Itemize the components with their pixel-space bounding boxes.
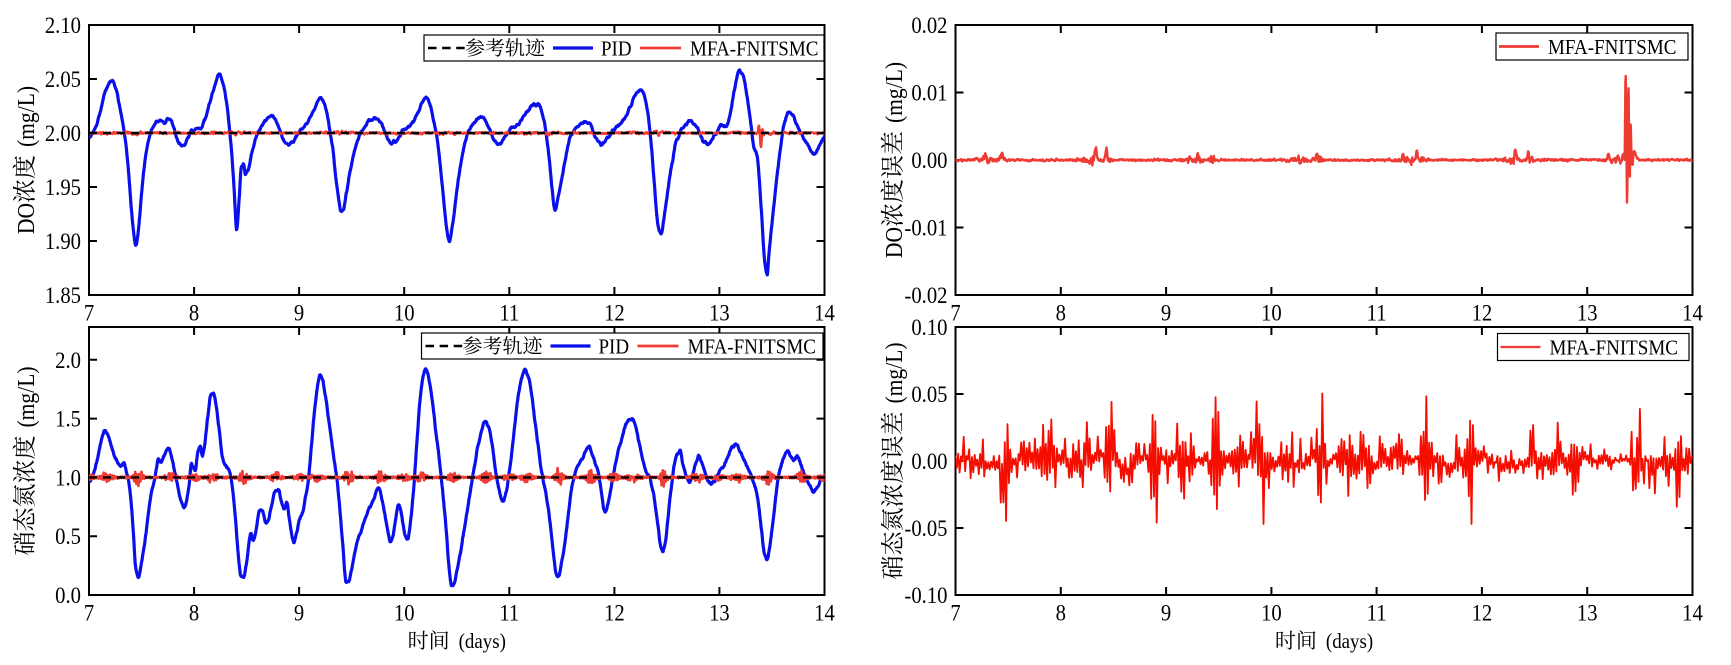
svg-text:7: 7 [84, 599, 94, 626]
svg-text:13: 13 [709, 299, 730, 326]
svg-text:11: 11 [1367, 599, 1387, 626]
svg-text:(mg/L): (mg/L) [12, 366, 40, 427]
svg-text:14: 14 [1682, 599, 1703, 626]
svg-text:-0.02: -0.02 [904, 282, 947, 309]
svg-text:12: 12 [1472, 599, 1493, 626]
svg-text:1.90: 1.90 [45, 228, 81, 255]
svg-text:2.00: 2.00 [45, 120, 81, 147]
svg-text:11: 11 [499, 599, 519, 626]
svg-text:1.85: 1.85 [45, 282, 81, 309]
svg-text:(mg/L): (mg/L) [880, 342, 908, 403]
svg-text:0.0: 0.0 [55, 582, 81, 609]
svg-text:1.5: 1.5 [55, 405, 81, 432]
svg-text:10: 10 [1261, 599, 1282, 626]
svg-text:2.05: 2.05 [45, 66, 81, 93]
svg-text:11: 11 [499, 299, 519, 326]
svg-text:1.95: 1.95 [45, 174, 81, 201]
svg-text:(mg/L): (mg/L) [12, 86, 40, 147]
svg-text:0.02: 0.02 [911, 12, 947, 39]
svg-text:9: 9 [294, 599, 304, 626]
svg-text:8: 8 [189, 299, 199, 326]
svg-text:PID: PID [601, 37, 632, 60]
svg-text:(mg/L): (mg/L) [880, 62, 908, 123]
svg-text:8: 8 [1056, 599, 1066, 626]
svg-text:(days): (days) [459, 630, 506, 653]
svg-text:8: 8 [189, 599, 199, 626]
svg-text:13: 13 [1577, 599, 1598, 626]
svg-text:14: 14 [814, 599, 835, 626]
svg-text:PID: PID [599, 335, 630, 358]
svg-text:-0.05: -0.05 [904, 515, 947, 542]
svg-text:12: 12 [604, 299, 625, 326]
svg-text:9: 9 [1161, 299, 1171, 326]
svg-text:0.5: 0.5 [55, 523, 81, 550]
svg-text:12: 12 [1472, 299, 1493, 326]
svg-text:MFA-FNITSMC: MFA-FNITSMC [690, 37, 818, 60]
svg-text:14: 14 [814, 299, 835, 326]
svg-text:13: 13 [709, 599, 730, 626]
svg-text:2.0: 2.0 [55, 347, 81, 374]
svg-text:10: 10 [394, 599, 415, 626]
svg-text:11: 11 [1367, 299, 1387, 326]
svg-text:0.00: 0.00 [911, 448, 947, 475]
svg-text:1.0: 1.0 [55, 464, 81, 491]
svg-text:2.10: 2.10 [45, 12, 81, 39]
svg-text:-0.01: -0.01 [904, 214, 947, 241]
svg-text:13: 13 [1577, 299, 1598, 326]
svg-text:7: 7 [84, 299, 94, 326]
svg-text:(days): (days) [1326, 630, 1373, 653]
svg-text:10: 10 [394, 299, 415, 326]
svg-text:MFA-FNITSMC: MFA-FNITSMC [1548, 36, 1676, 59]
svg-text:12: 12 [604, 599, 625, 626]
svg-text:DO: DO [12, 203, 40, 234]
svg-text:9: 9 [1161, 599, 1171, 626]
svg-text:9: 9 [294, 299, 304, 326]
svg-text:7: 7 [950, 299, 960, 326]
svg-text:MFA-FNITSMC: MFA-FNITSMC [1550, 336, 1678, 359]
svg-text:0.05: 0.05 [911, 381, 947, 408]
svg-text:DO: DO [880, 227, 908, 258]
svg-text:8: 8 [1056, 299, 1066, 326]
svg-text:MFA-FNITSMC: MFA-FNITSMC [688, 335, 816, 358]
svg-text:0.00: 0.00 [911, 147, 947, 174]
svg-text:0.01: 0.01 [911, 79, 947, 106]
svg-text:14: 14 [1682, 299, 1703, 326]
svg-text:10: 10 [1261, 299, 1282, 326]
svg-text:-0.10: -0.10 [904, 582, 947, 609]
svg-text:0.10: 0.10 [911, 314, 947, 341]
svg-text:7: 7 [950, 599, 960, 626]
